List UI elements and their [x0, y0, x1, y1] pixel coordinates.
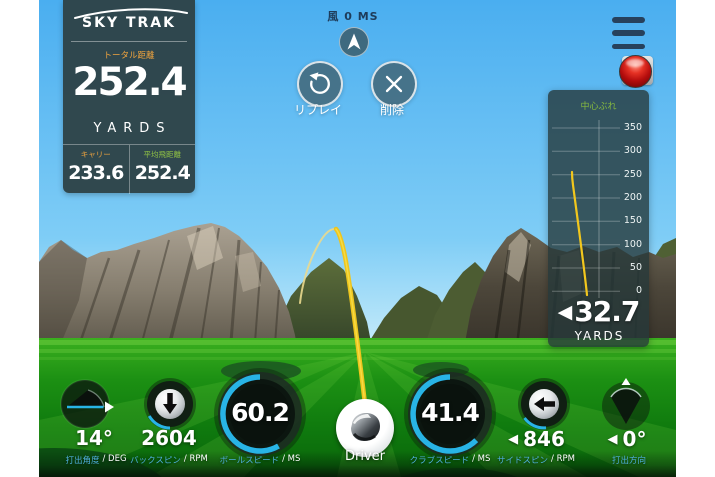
club-speed-label: クラブスピード / MS: [400, 454, 500, 466]
green-mound-left: [221, 361, 301, 381]
label-unit: / RPM: [183, 454, 208, 464]
carry-label: キャリー: [80, 150, 111, 159]
delete-button-label: 削除: [379, 103, 404, 117]
launch-angle-label: 打出角度 / DEG: [46, 454, 146, 466]
launch-direction-value-row: ◀ 0°: [587, 427, 667, 451]
deviation-value: 32.7: [574, 295, 640, 328]
axis-tick: 350: [623, 122, 642, 133]
deviation-unit: YARDS: [574, 329, 625, 343]
label-jp: クラブスピード: [409, 456, 470, 466]
ball-trajectory-descent: [299, 227, 337, 304]
total-distance-value: 252.4: [72, 60, 187, 105]
launch-direction-value: 0°: [622, 427, 647, 451]
ball-speed-label: ボールスピード / MS: [210, 454, 310, 466]
x-icon: [385, 75, 403, 93]
logo-swoosh-icon: [74, 8, 188, 19]
center-hill-left: [269, 258, 371, 342]
hamburger-icon-bar: [612, 30, 645, 36]
skytrak-app: SKY TRAK トータル距離 252.4 YARDS キャリー 233.6 平…: [39, 0, 676, 477]
record-light-icon: [619, 55, 652, 88]
axis-tick: 200: [623, 192, 642, 203]
average-column: 平均飛距離 252.4: [130, 145, 196, 194]
replay-button[interactable]: [297, 61, 343, 107]
club-selector-label: Driver: [344, 449, 385, 464]
launch-angle-gauge: [60, 379, 114, 429]
wind-speed-label: 風 0 MS: [327, 10, 379, 23]
label-unit: / MS: [472, 454, 491, 464]
record-light-gloss: [626, 59, 644, 67]
replay-button-label: リプレイ: [293, 103, 342, 117]
total-distance-label: トータル距離: [103, 51, 155, 61]
axis-tick: 0: [635, 285, 642, 297]
side-spin-label: サイドスピン / RPM: [486, 454, 586, 466]
back-spin-gauge: [144, 378, 196, 430]
total-distance-unit: YARDS: [93, 121, 172, 136]
divider: [71, 41, 187, 42]
club-speed-value: 41.4: [421, 398, 480, 427]
side-spin-gauge: [518, 378, 570, 430]
center-deviation-panel: 中心ぶれ 350 300 250 200 150 100 50 0 ◀ 32.7…: [548, 90, 649, 347]
side-spin-value-row: ◀ 846: [494, 427, 579, 451]
deviation-trace: [570, 170, 589, 297]
label-unit: / MS: [282, 454, 301, 464]
left-arrow-icon: ◀: [508, 431, 519, 447]
label-jp: ボールスピード: [219, 456, 280, 466]
back-spin-label: バックスピン / RPM: [119, 454, 219, 466]
deviation-chart: [552, 120, 620, 298]
deviation-panel-title: 中心ぶれ: [580, 102, 617, 112]
axis-tick: 300: [623, 145, 642, 157]
side-spin-value: 846: [523, 427, 565, 451]
average-label: 平均飛距離: [143, 150, 182, 159]
deviation-value-row: ◀ 32.7: [548, 295, 649, 328]
axis-tick: 100: [623, 238, 642, 250]
mountain-right-highlight: [505, 232, 531, 282]
club-selector-button[interactable]: [336, 399, 394, 457]
delete-button[interactable]: [371, 61, 417, 107]
ball-trajectory-core: [335, 228, 366, 405]
skytrak-logo: SKY TRAK: [63, 4, 195, 40]
label-jp: 打出角度: [65, 456, 100, 466]
ball-speed-gauge: [214, 368, 306, 460]
counterclockwise-arrow-icon: [309, 72, 330, 94]
logo-text: SKY TRAK: [82, 15, 176, 31]
hamburger-icon-bar: [612, 43, 645, 49]
menu-button[interactable]: [612, 17, 645, 49]
axis-tick: 250: [623, 168, 642, 180]
ball-speed-value: 60.2: [231, 398, 290, 427]
mountain-left: [39, 223, 297, 348]
label-jp: サイドスピン: [497, 456, 549, 466]
driver-club-icon: [351, 413, 380, 441]
back-spin-value: 2604: [141, 426, 197, 450]
axis-tick: 150: [623, 215, 642, 227]
shot-stats-panel: SKY TRAK トータル距離 252.4 YARDS キャリー 233.6 平…: [63, 0, 195, 194]
club-speed-gauge: [404, 368, 496, 460]
mountain-left-highlight2: [235, 252, 261, 292]
average-value: 252.4: [134, 162, 191, 184]
record-button[interactable]: [619, 55, 653, 88]
mountain-left-striations: [79, 227, 280, 347]
angle-pointer-icon: [105, 401, 114, 413]
label-unit: / DEG: [102, 454, 127, 464]
carry-column: キャリー 233.6: [63, 145, 130, 194]
direction-marker-icon: [621, 378, 631, 385]
mountain-left-shadow: [39, 240, 87, 348]
label-jp: バックスピン: [130, 456, 181, 466]
stats-columns: キャリー 233.6 平均飛距離 252.4: [63, 144, 195, 194]
launch-direction-label: 打出方向: [579, 454, 676, 466]
axis-tick: 50: [629, 262, 642, 273]
left-arrow-icon: ◀: [557, 300, 573, 323]
hamburger-icon: [612, 17, 645, 23]
wind-direction-control[interactable]: [339, 27, 369, 57]
up-arrow-icon: [347, 33, 361, 50]
launch-angle-value: 14°: [75, 426, 113, 450]
carry-value: 233.6: [68, 162, 124, 184]
left-arrow-icon: ◀: [607, 431, 618, 447]
launch-direction-gauge: [602, 378, 650, 430]
label-jp: 打出方向: [611, 456, 646, 466]
mountain-left-highlight: [187, 226, 223, 270]
label-unit: / RPM: [551, 454, 575, 464]
